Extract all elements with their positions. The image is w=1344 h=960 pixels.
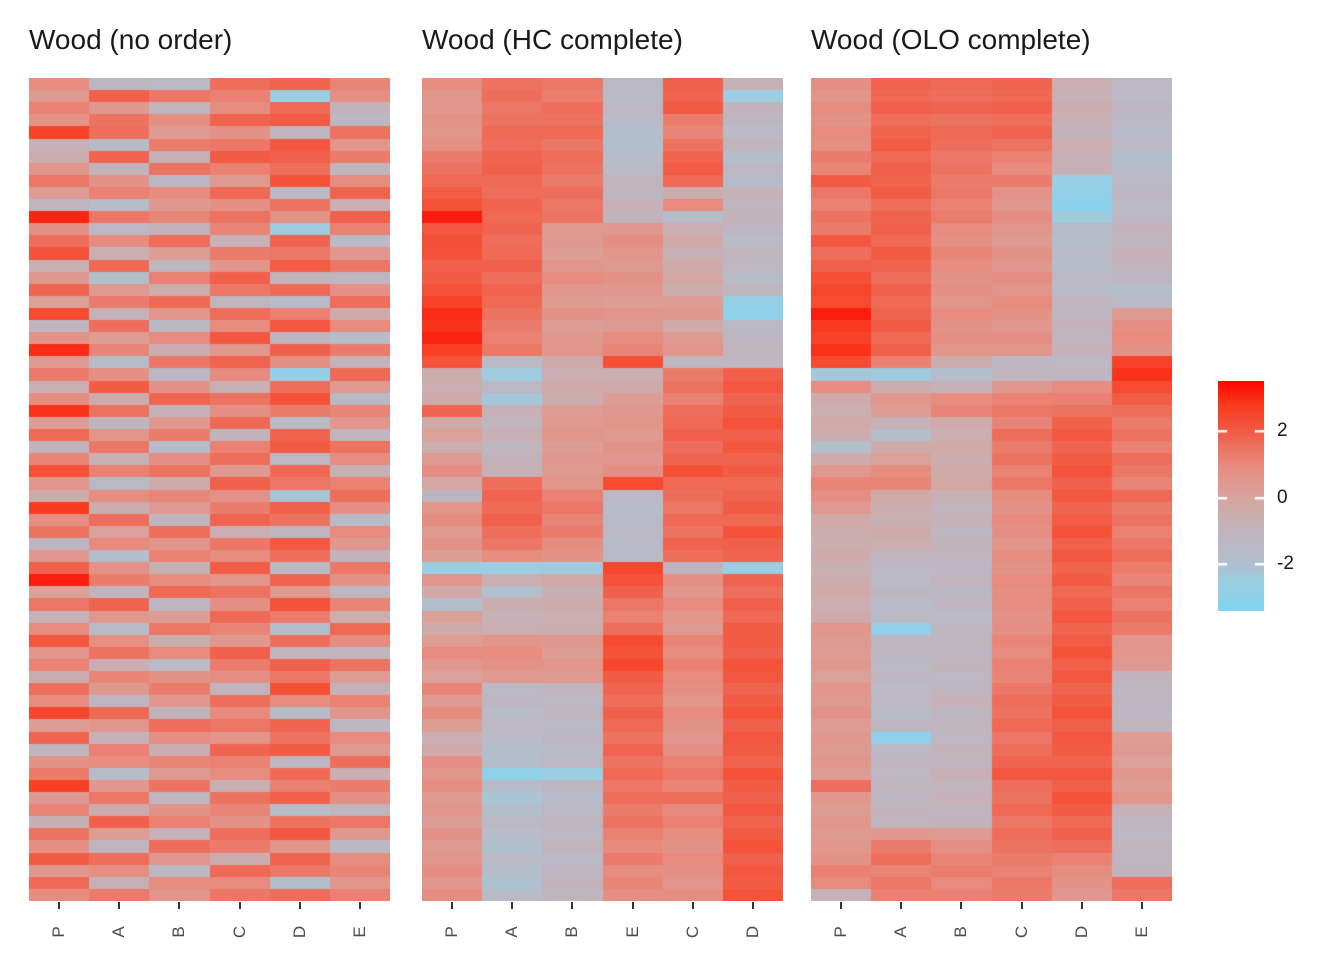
- panel-title-olo-complete: Wood (OLO complete): [811, 24, 1091, 55]
- axis-tick: [752, 902, 754, 909]
- x-axis-label: D: [743, 925, 762, 939]
- x-axis-label: C: [1012, 925, 1031, 939]
- x-axis-label: B: [169, 926, 188, 938]
- x-axis-label: B: [562, 926, 581, 938]
- colorbar-legend: 2 0 -2: [1218, 381, 1338, 621]
- heatmap-panel-no-order: [29, 78, 390, 901]
- colorbar-gradient: [1218, 381, 1264, 611]
- x-axis-label: E: [1132, 926, 1151, 938]
- axis-tick: [299, 902, 301, 909]
- heatmap-panel-olo-complete: [811, 78, 1172, 901]
- axis-tick: [1021, 902, 1023, 909]
- x-axis-label: P: [831, 926, 850, 938]
- x-axis-label: A: [109, 926, 128, 938]
- x-axis-label: C: [683, 925, 702, 939]
- axis-tick: [178, 902, 180, 909]
- axis-tick: [1081, 902, 1083, 909]
- axis-tick: [359, 902, 361, 909]
- axis-tick: [239, 902, 241, 909]
- x-axis-label: P: [442, 926, 461, 938]
- x-axis-label: B: [951, 926, 970, 938]
- axis-tick: [451, 902, 453, 909]
- axis-tick: [840, 902, 842, 909]
- x-axis-label: E: [350, 926, 369, 938]
- x-axis-label: A: [502, 926, 521, 938]
- x-axis-label: E: [623, 926, 642, 938]
- x-axis-label: C: [230, 925, 249, 939]
- axis-tick: [692, 902, 694, 909]
- legend-tick-label: -2: [1277, 553, 1294, 574]
- axis-tick: [58, 902, 60, 909]
- axis-tick: [960, 902, 962, 909]
- axis-tick: [632, 902, 634, 909]
- x-axis-label: P: [49, 926, 68, 938]
- axis-tick: [511, 902, 513, 909]
- panel-title-hc-complete: Wood (HC complete): [422, 24, 683, 55]
- x-axis-label: A: [891, 926, 910, 938]
- axis-tick: [118, 902, 120, 909]
- x-axis-label: D: [290, 925, 309, 939]
- axis-tick: [1141, 902, 1143, 909]
- x-axis-label: D: [1072, 925, 1091, 939]
- legend-tick-label: 2: [1277, 420, 1288, 441]
- panel-title-no-order: Wood (no order): [29, 24, 233, 55]
- heatmap-panel-hc-complete: [422, 78, 783, 901]
- axis-tick: [571, 902, 573, 909]
- legend-tick-label: 0: [1277, 487, 1288, 508]
- axis-tick: [900, 902, 902, 909]
